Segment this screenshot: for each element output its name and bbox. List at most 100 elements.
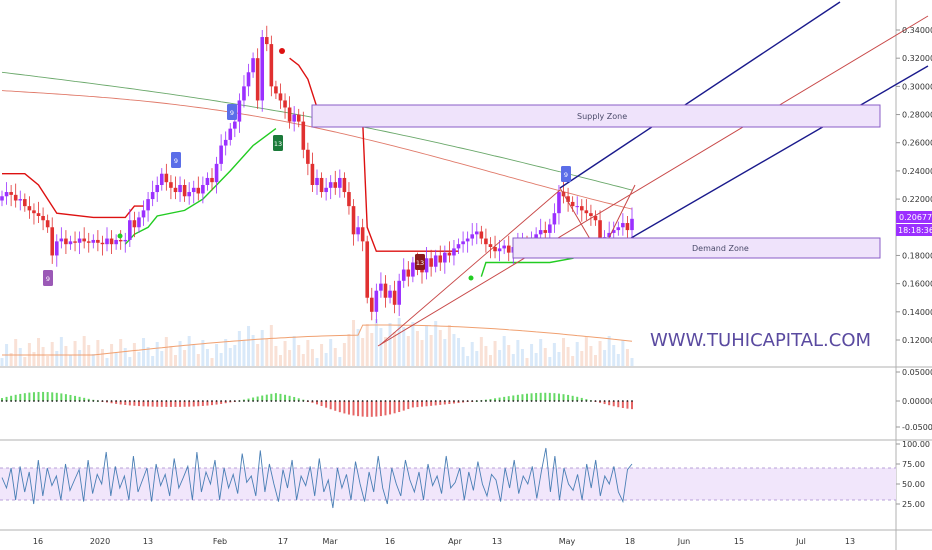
candle-body [187,192,191,197]
histogram-zero-dot [466,400,469,402]
histogram-bar [28,392,31,401]
histogram-bar [165,401,168,407]
candle-body [401,269,406,281]
volume-bar [187,336,191,366]
histogram-zero-dot [562,400,565,402]
candle-body [575,206,580,208]
signal-badge-label: 9 [564,171,568,179]
volume-bar [160,351,164,366]
histogram-zero-dot [535,400,538,402]
histogram-zero-dot [101,400,104,402]
volume-bar [593,355,597,366]
histogram-zero-dot [439,400,442,402]
volume-bar [575,342,579,366]
histogram-bar [626,401,629,409]
volume-bar [18,348,22,366]
histogram-bar [78,396,81,401]
volume-bar [420,340,424,366]
candle-body [598,220,602,239]
candle-body [114,239,118,245]
histogram-zero-dot [580,400,583,402]
candle-body [50,227,55,256]
histogram-bar [137,401,140,407]
candle-body [338,177,342,188]
volume-bar [233,345,237,366]
histogram-zero-dot [411,400,414,402]
demand-zone[interactable]: Demand Zone [512,237,881,259]
candle-body [429,258,433,267]
histogram-bar [192,401,195,407]
candle-body [621,223,625,228]
price-pane[interactable]: 9 9 9 13 13 9 [0,1,929,366]
histogram-zero-dot [384,400,387,402]
histogram-zero-dot [133,400,136,402]
volume-bar [82,336,86,366]
signal-badge-label: 13 [274,140,282,148]
candle-body [625,223,630,231]
volume-bar [571,356,575,366]
candle-body [205,177,210,185]
histogram-bar [252,397,255,401]
oscillator-pane[interactable] [0,447,896,509]
histogram-zero-dot [302,400,305,402]
volume-bar [530,344,534,366]
time-axis-label: 18 [625,537,635,546]
channel-median-line [377,15,929,347]
histogram-bar [215,401,218,405]
candle-body [73,241,77,243]
candle-body [64,238,68,245]
candle-body [54,241,59,256]
candle-body [210,177,214,183]
histogram-bar [585,399,588,401]
candle-body [474,231,479,235]
histogram-zero-dot [284,400,286,402]
histogram-bar [256,396,259,401]
histogram-zero-dot [485,400,487,402]
histogram-bar [87,398,90,401]
histogram-zero-dot [489,400,492,402]
candle-body [424,258,429,273]
histogram-zero-dot [60,400,63,402]
volume-bar [91,354,95,366]
volume-bar [68,355,72,366]
candle-body [251,58,255,73]
volume-bar [466,356,470,366]
volume-bar [393,332,397,366]
histogram-bar [160,401,163,407]
histogram-zero-dot [275,400,277,402]
histogram-zero-dot [170,400,172,402]
histogram-zero-dot [201,400,204,402]
volume-bar [552,343,556,366]
histogram-bar [361,401,364,417]
histogram-bar [398,401,401,413]
histogram-bar [411,401,414,408]
histogram-zero-dot [28,400,31,402]
histogram-zero-dot [65,400,67,402]
histogram-bar [274,393,277,401]
histogram-zero-dot [590,400,592,402]
histogram-bar [334,401,337,411]
last-price-tag: 0.20677 18:18:36 [896,211,932,236]
last-price-value: 0.20677 [899,213,932,222]
demand-zone-label: Demand Zone [692,244,749,253]
supply-zone[interactable]: Supply Zone [311,104,881,128]
supertrend-down-line [2,173,144,219]
supertrend-down-line [289,57,459,252]
volume-bar [100,349,104,366]
supply-zone-box[interactable] [311,104,881,128]
candle-body [365,241,370,298]
volume-bar [41,347,45,366]
histogram-zero-dot [110,400,113,402]
histogram-bar [74,395,77,401]
volume-bar [548,357,552,366]
histogram-zero-dot [393,400,396,402]
volume-bar [447,325,451,366]
demand-zone-box[interactable] [512,237,881,259]
histogram-bar [384,401,387,416]
histogram-bar [434,401,437,406]
histogram-bar [516,394,519,401]
histogram-pane[interactable] [1,391,633,417]
price-axis-label: 0.14000 [902,308,932,317]
candle-body [465,238,470,242]
